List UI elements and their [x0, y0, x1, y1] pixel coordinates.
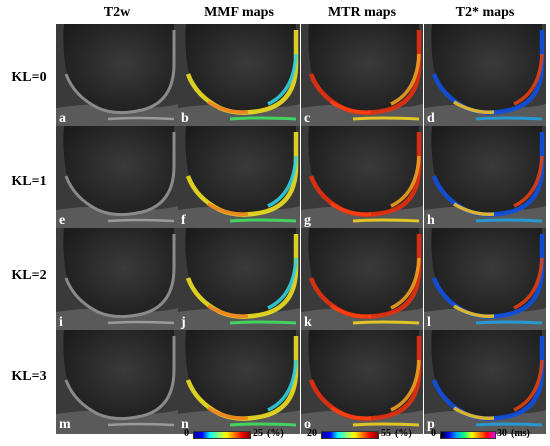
panel-letter: h — [427, 213, 435, 228]
panel-letter: g — [304, 213, 311, 228]
t2star-scale-min: 0 — [431, 428, 436, 439]
mmf-scale-max: 25 — [253, 428, 263, 439]
mmf-scale-min: 0 — [184, 428, 189, 439]
row-label-kl3: KL=3 — [11, 369, 47, 384]
panel-t2w-row0: a — [56, 24, 178, 128]
panel-letter: m — [59, 417, 71, 432]
panel-letter: b — [181, 111, 189, 126]
panel-t2w-row1: e — [56, 126, 178, 230]
panel-t2w-row3: m — [56, 330, 178, 434]
panel-t2w-row2: i — [56, 228, 178, 332]
panel-letter: p — [427, 417, 435, 432]
panel-mmf-row1: f — [178, 126, 300, 230]
panel-letter: o — [304, 417, 311, 432]
mtr-scale-min: 20 — [307, 428, 317, 439]
column-header-t2star-maps: T2* maps — [455, 5, 515, 20]
column-header-mmf-maps: MMF maps — [204, 5, 274, 20]
t2star-scale-unit: (ms) — [511, 428, 530, 439]
panel-mtr-row2: k — [301, 228, 423, 332]
panel-letter: n — [181, 417, 189, 432]
t2star-scale-max: 30 — [497, 428, 507, 439]
panel-letter: c — [304, 111, 311, 126]
panel-mmf-row3: n — [178, 330, 300, 434]
row-label-kl1: KL=1 — [11, 174, 47, 189]
panel-letter: e — [59, 213, 66, 228]
panel-mmf-row0: b — [178, 24, 300, 128]
mtr-scale-max: 55 — [381, 428, 391, 439]
panel-mtr-row0: c — [301, 24, 423, 128]
panel-letter: l — [427, 315, 431, 330]
panel-letter: k — [304, 315, 312, 330]
panel-letter: a — [59, 111, 66, 126]
t2star-color-scale: 0 30 (ms) — [431, 427, 548, 443]
row-label-kl0: KL=0 — [11, 70, 47, 85]
panel-t2star-row2: l — [424, 228, 546, 332]
panel-mtr-row3: o — [301, 330, 423, 434]
panel-mtr-row1: g — [301, 126, 423, 230]
mtr-colorbar — [321, 431, 379, 439]
panel-t2star-row0: d — [424, 24, 546, 128]
mmf-colorbar — [193, 431, 251, 439]
mmf-scale-unit: (%) — [267, 428, 284, 439]
mtr-scale-unit: (%) — [395, 428, 412, 439]
panel-letter: i — [59, 315, 63, 330]
panel-mmf-row2: j — [178, 228, 300, 332]
panel-letter: j — [181, 315, 186, 330]
panel-t2star-row3: p — [424, 330, 546, 434]
panel-letter: d — [427, 111, 435, 126]
mtr-color-scale: 20 55 (%) — [307, 427, 417, 443]
panel-letter: f — [181, 213, 186, 228]
panel-t2star-row1: h — [424, 126, 546, 230]
mmf-color-scale: 0 25 (%) — [184, 427, 284, 443]
t2star-colorbar — [440, 431, 496, 439]
row-label-kl2: KL=2 — [11, 268, 47, 283]
column-header-mtr-maps: MTR maps — [327, 5, 397, 20]
column-header-t2w: T2w — [103, 5, 131, 20]
